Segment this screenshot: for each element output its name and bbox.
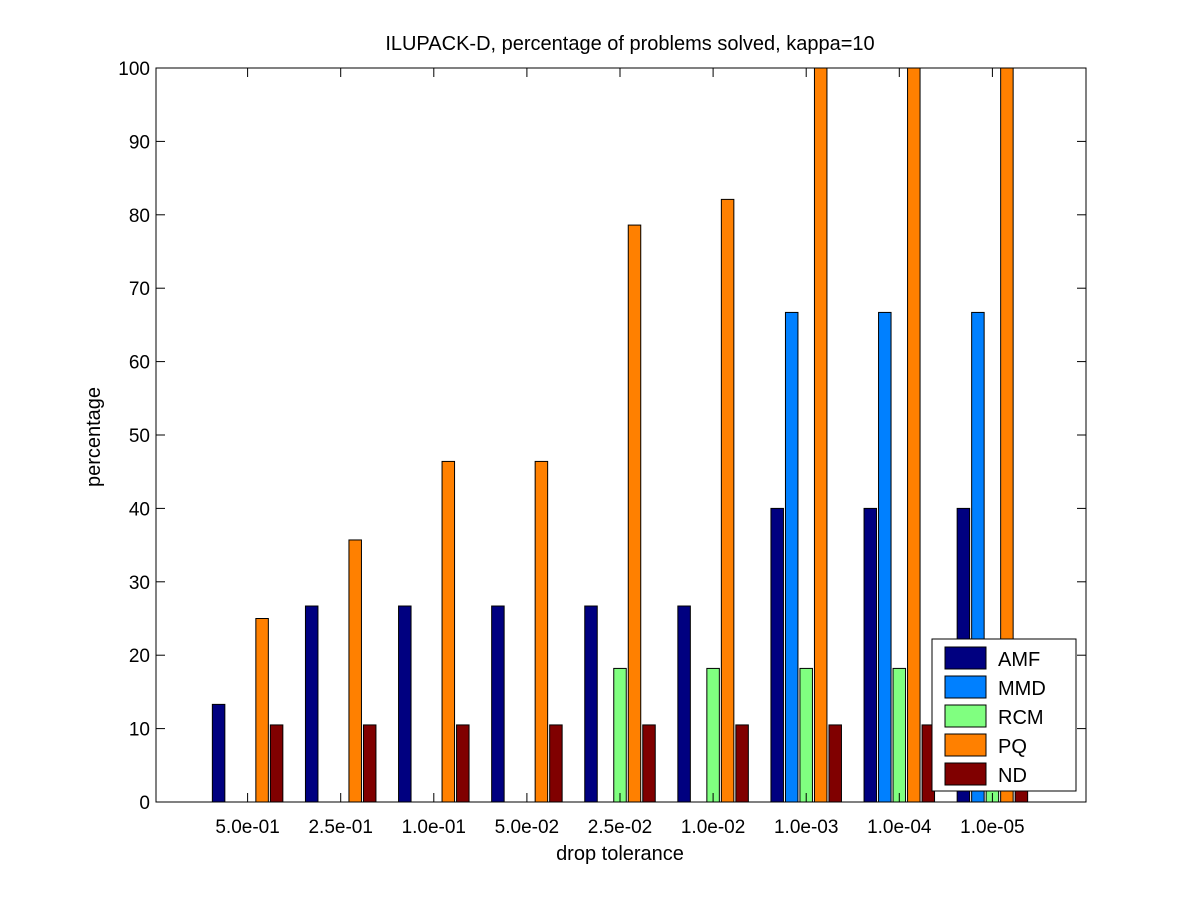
y-axis-label: percentage xyxy=(83,387,105,487)
chart-title: ILUPACK-D, percentage of problems solved… xyxy=(385,33,874,55)
legend-label-rcm: RCM xyxy=(998,707,1044,729)
y-tick-label: 70 xyxy=(129,279,150,300)
bar-pq-7 xyxy=(907,67,921,803)
bar-amf-6 xyxy=(770,507,784,803)
bar-pq-4 xyxy=(627,224,642,803)
legend-label-mmd: MMD xyxy=(998,678,1046,700)
bar-rcm-4 xyxy=(613,667,627,803)
bar-nd-0 xyxy=(269,724,284,803)
bar-amf-0 xyxy=(211,703,226,803)
bar-pq-2 xyxy=(441,460,456,803)
y-tick-label: 100 xyxy=(118,59,150,80)
y-tick-label: 30 xyxy=(129,573,150,594)
y-tick-label: 50 xyxy=(129,426,150,447)
legend-label-amf: AMF xyxy=(998,649,1040,671)
bar-pq-1 xyxy=(348,539,362,803)
bar-amf-2 xyxy=(398,605,412,803)
bar-pq-0 xyxy=(255,618,269,803)
legend: AMF MMD RCM PQ ND xyxy=(931,638,1077,792)
bars-group xyxy=(211,67,1029,803)
y-tick-label: 60 xyxy=(129,353,150,374)
y-axis: 0 10 20 30 40 50 60 70 80 90 100 xyxy=(118,59,1086,814)
x-tick-label: 5.0e-02 xyxy=(495,817,559,838)
legend-swatch-amf xyxy=(944,646,987,670)
legend-label-pq: PQ xyxy=(998,736,1027,758)
bar-nd-2 xyxy=(456,724,470,803)
x-tick-label: 1.0e-01 xyxy=(402,817,466,838)
bar-mmd-6 xyxy=(784,311,799,803)
bar-nd-3 xyxy=(549,724,563,803)
y-tick-label: 80 xyxy=(129,206,150,227)
bar-rcm-5 xyxy=(706,667,720,803)
bar-nd-5 xyxy=(735,724,749,803)
y-tick-label: 20 xyxy=(129,646,150,667)
bar-pq-6 xyxy=(813,67,828,803)
x-tick-label: 1.0e-02 xyxy=(681,817,745,838)
bar-nd-6 xyxy=(828,724,842,803)
bar-amf-3 xyxy=(491,605,505,803)
y-tick-label: 40 xyxy=(129,499,150,520)
bar-amf-5 xyxy=(677,605,691,803)
legend-swatch-mmd xyxy=(944,675,987,699)
x-tick-label: 2.5e-01 xyxy=(308,817,372,838)
x-tick-label: 1.0e-03 xyxy=(774,817,838,838)
bar-pq-5 xyxy=(720,198,735,803)
bar-nd-1 xyxy=(362,724,377,803)
legend-swatch-nd xyxy=(944,762,987,786)
bar-nd-4 xyxy=(642,724,656,803)
x-axis-label: drop tolerance xyxy=(556,843,684,865)
legend-swatch-rcm xyxy=(944,704,987,728)
legend-swatch-pq xyxy=(944,733,987,757)
bar-amf-7 xyxy=(863,507,878,803)
bar-pq-3 xyxy=(534,460,549,803)
bar-rcm-6 xyxy=(799,667,813,803)
y-tick-label: 0 xyxy=(139,793,150,814)
x-tick-label: 1.0e-05 xyxy=(960,817,1024,838)
y-tick-label: 10 xyxy=(129,720,150,741)
legend-label-nd: ND xyxy=(998,765,1027,787)
x-tick-label: 5.0e-01 xyxy=(215,817,279,838)
bar-rcm-7 xyxy=(892,667,907,803)
x-tick-label: 2.5e-02 xyxy=(588,817,652,838)
y-tick-label: 90 xyxy=(129,132,150,153)
x-axis: 5.0e-01 2.5e-01 1.0e-01 5.0e-02 2.5e-02 1.0e-… xyxy=(215,68,1025,838)
bar-amf-4 xyxy=(584,605,598,803)
bar-mmd-7 xyxy=(878,311,892,803)
x-tick-label: 1.0e-04 xyxy=(867,817,932,838)
bar-amf-1 xyxy=(304,605,319,803)
